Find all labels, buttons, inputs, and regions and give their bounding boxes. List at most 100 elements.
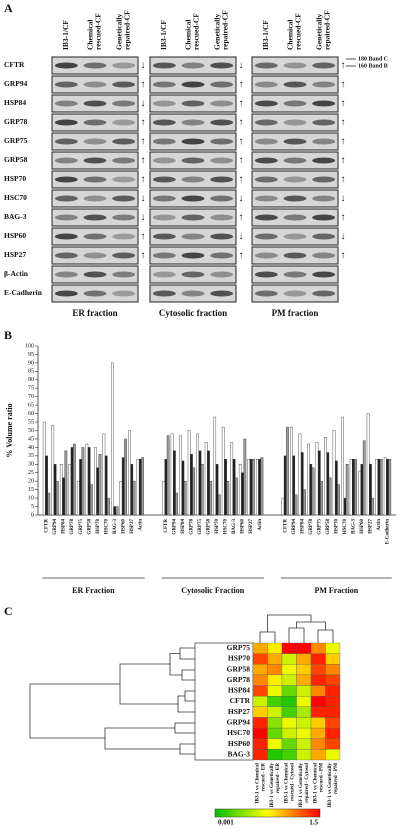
band — [112, 62, 136, 69]
bar — [113, 506, 117, 516]
band — [112, 119, 136, 126]
y-tick-label: 50 — [28, 428, 34, 434]
bar — [183, 481, 187, 516]
heatmap-cell — [281, 642, 297, 654]
band — [283, 233, 307, 240]
lane-header: IB3-1/CF — [159, 20, 168, 50]
bar — [96, 467, 100, 516]
bar — [241, 472, 244, 516]
y-tick-label: 5 — [31, 504, 34, 510]
change-arrow: ↑ — [141, 79, 146, 90]
column-label: rescued - PM — [318, 763, 324, 792]
band-label: 160 Band B — [358, 63, 388, 69]
bar — [73, 443, 76, 516]
bar — [51, 425, 55, 516]
bar — [111, 362, 114, 516]
change-arrow: ↑ — [141, 231, 146, 242]
y-tick-label: 80 — [28, 377, 34, 383]
protein-label: GRP58 — [4, 155, 28, 164]
bar — [187, 430, 191, 516]
change-arrow: ↑ — [341, 98, 346, 109]
bar — [352, 459, 355, 516]
band — [112, 214, 136, 221]
y-tick-label: 35 — [28, 453, 34, 459]
band — [312, 157, 336, 164]
band — [210, 100, 234, 107]
bar — [230, 442, 234, 516]
band — [312, 271, 336, 278]
band — [112, 157, 136, 164]
protein-label: HSP70 — [4, 174, 26, 183]
bar — [349, 459, 353, 516]
heatmap-cell — [267, 749, 283, 761]
bar — [309, 464, 313, 516]
heatmap-cell — [325, 749, 341, 761]
bar — [286, 426, 289, 516]
lane-header: Genetically — [314, 14, 323, 50]
band — [181, 100, 205, 107]
band — [54, 119, 78, 126]
x-tick-label: GRP78 — [190, 519, 195, 535]
x-tick-label: GRP75 — [79, 519, 84, 535]
column-label: IB3-1 vs Genetically — [269, 763, 275, 808]
band — [312, 233, 336, 240]
bar — [68, 464, 72, 516]
band — [83, 176, 107, 183]
band — [283, 176, 307, 183]
lane-header: IB3-1/CF — [261, 20, 270, 50]
column-label: repaired - Cytosol — [304, 762, 310, 802]
x-tick-label: HSP70 — [334, 519, 339, 534]
y-tick-label: 25 — [28, 470, 34, 476]
bar — [196, 433, 200, 516]
bar — [238, 464, 242, 516]
bar — [200, 464, 204, 516]
bar — [217, 494, 221, 516]
bar — [85, 443, 89, 516]
x-tick-label: Actin — [258, 519, 263, 531]
column-label: repaired - PM — [333, 763, 339, 794]
panel-label: B — [4, 328, 12, 342]
band — [54, 157, 78, 164]
bar — [62, 477, 65, 516]
band — [112, 195, 136, 202]
band — [181, 290, 205, 297]
heatmap-cell — [267, 664, 283, 676]
band — [254, 271, 278, 278]
bar — [166, 435, 170, 516]
x-tick-label: GRP94 — [292, 519, 297, 535]
bar — [341, 416, 344, 516]
bar — [258, 459, 261, 516]
bar — [243, 438, 247, 516]
heatmap-cell — [252, 685, 268, 697]
band — [283, 252, 307, 259]
heatmap-cell — [296, 717, 312, 729]
heatmap-cell — [325, 706, 341, 718]
x-tick-label: HSP60 — [360, 519, 365, 534]
heatmap-cell — [267, 717, 283, 729]
lane-header: rescued-CF — [192, 13, 201, 50]
heatmap-cell — [281, 653, 297, 665]
y-tick-label: 75 — [28, 386, 34, 392]
change-arrow: ↑ — [341, 250, 346, 261]
bar — [55, 481, 59, 516]
bar — [76, 481, 80, 516]
band — [152, 195, 176, 202]
bar — [64, 450, 68, 516]
bar — [388, 459, 392, 516]
band — [283, 271, 307, 278]
band — [152, 119, 176, 126]
heatmap-cell — [325, 717, 341, 729]
heatmap-cell — [296, 696, 312, 707]
change-arrow: ↑ — [341, 79, 346, 90]
y-tick-label: 85 — [28, 369, 34, 375]
x-tick-label: HSC70 — [104, 519, 109, 535]
band — [83, 233, 107, 240]
bar — [366, 413, 370, 516]
row-label: BAG-3 — [228, 749, 251, 758]
band — [152, 214, 176, 221]
bar — [379, 459, 383, 516]
band — [152, 62, 176, 69]
lane-header: rescued-CF — [94, 13, 103, 50]
heatmap-cell — [267, 696, 283, 707]
x-tick-label: Actin — [138, 519, 143, 531]
